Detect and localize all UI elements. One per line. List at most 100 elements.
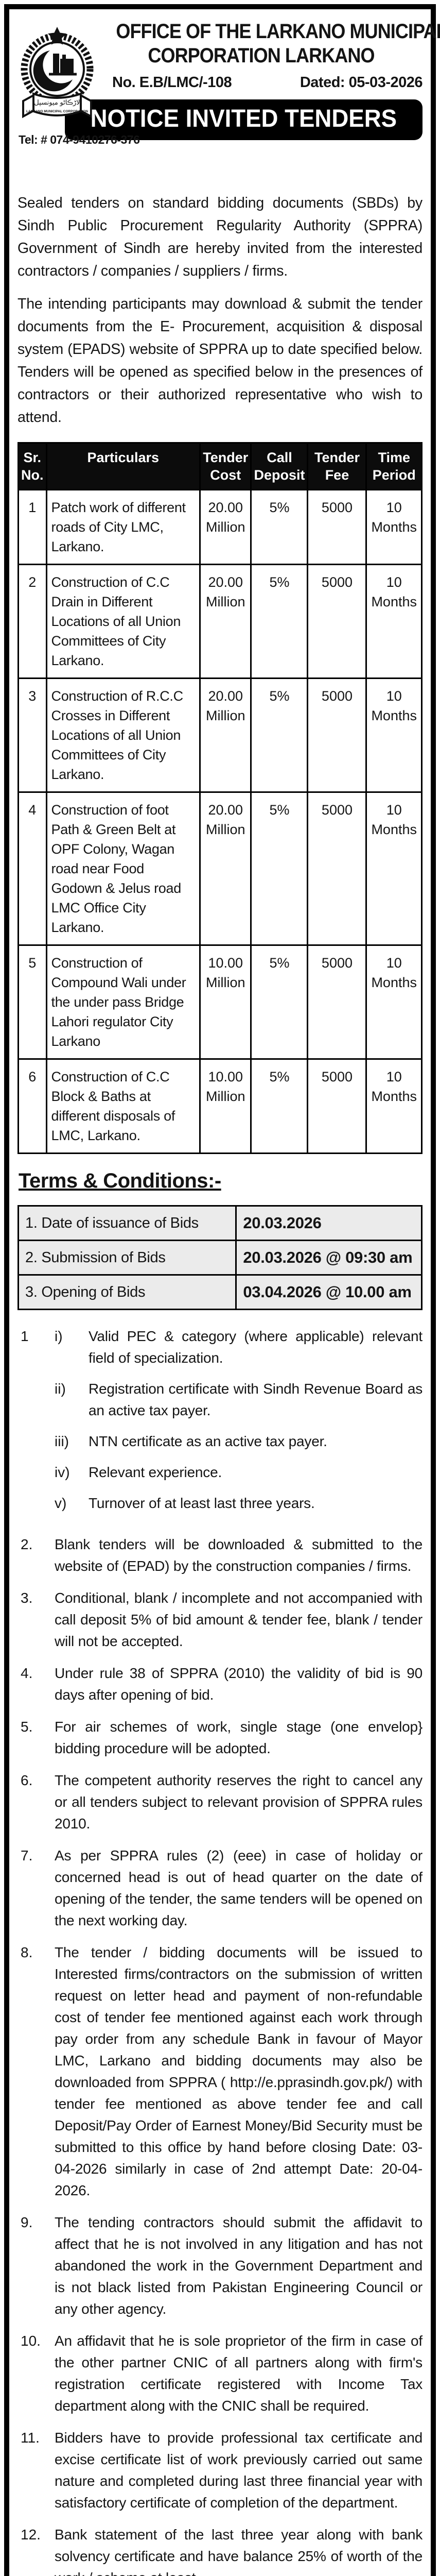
cell-call-deposit: 5% bbox=[250, 677, 309, 793]
cell-sr: 6 bbox=[17, 1058, 47, 1154]
cell-particulars: Construction of C.C Drain in Different L… bbox=[45, 564, 201, 679]
phone-number: Tel: # 074-9410276-376 bbox=[19, 133, 140, 146]
condition-number: 11. bbox=[21, 2430, 40, 2446]
cell-tender-fee: 5000 bbox=[307, 944, 367, 1060]
condition-text: Bank statement of the last three year al… bbox=[55, 2527, 423, 2576]
cell-sr: 5 bbox=[17, 944, 47, 1060]
cell-sr: 4 bbox=[17, 791, 47, 946]
condition-subitem: iii) NTN certificate as an active tax pa… bbox=[55, 1431, 423, 1452]
col-header-tender-cost: Tender Cost bbox=[199, 442, 252, 490]
schedule-value: 20.03.2026 bbox=[235, 1205, 423, 1241]
tender-table: Sr. No. Particulars Tender Cost Call Dep… bbox=[17, 442, 423, 1154]
condition-number: 7. bbox=[21, 1848, 33, 1863]
condition-number: 3. bbox=[21, 1590, 33, 1606]
col-header-particulars: Particulars bbox=[45, 442, 201, 490]
col-header-tender-fee: Tender Fee bbox=[307, 442, 367, 490]
condition-item: 11. Bidders have to provide professional… bbox=[17, 2427, 423, 2514]
col-header-sr-no: Sr. No. bbox=[17, 442, 47, 490]
cell-tender-cost: 20.00 Million bbox=[199, 791, 252, 946]
condition-number: 6. bbox=[21, 1772, 33, 1788]
logo-caption-text: LARKANO MUNICIPAL CORPORATION bbox=[26, 110, 88, 113]
subitem-text: Valid PEC & category (where applicable) … bbox=[89, 1328, 423, 1366]
cell-particulars: Construction of foot Path & Green Belt a… bbox=[45, 791, 201, 946]
intro-paragraph-1: Sealed tenders on standard bidding docum… bbox=[17, 195, 423, 279]
subitem-text: NTN certificate as an active tax payer. bbox=[89, 1433, 327, 1449]
cell-call-deposit: 5% bbox=[250, 489, 309, 565]
table-row: 3 Construction of R.C.C Crosses in Diffe… bbox=[17, 677, 423, 793]
bid-schedule-table: 1. Date of issuance of Bids 20.03.2026 2… bbox=[17, 1205, 423, 1310]
condition-text: Conditional, blank / incomplete and not … bbox=[55, 1590, 423, 1649]
cell-particulars: Construction of Compound Wali under the … bbox=[45, 944, 201, 1060]
cell-call-deposit: 5% bbox=[250, 1058, 309, 1154]
cell-particulars: Patch work of different roads of City LM… bbox=[45, 489, 201, 565]
condition-item: 12. Bank statement of the last three yea… bbox=[17, 2524, 423, 2576]
table-row: 4 Construction of foot Path & Green Belt… bbox=[17, 791, 423, 946]
masthead: OFFICE OF THE LARKANO MUNICIPAL CORPORAT… bbox=[100, 16, 440, 68]
condition-text: Under rule 38 of SPPRA (2010) the validi… bbox=[55, 1665, 423, 1703]
condition-number: 10. bbox=[21, 2333, 41, 2349]
condition-number: 8. bbox=[21, 1944, 33, 1960]
table-row: 1 Patch work of different roads of City … bbox=[17, 489, 423, 565]
condition-text: As per SPPRA rules (2) (eee) in case of … bbox=[55, 1848, 423, 1928]
cell-tender-fee: 5000 bbox=[307, 489, 367, 565]
notice-title: NOTICE INVITED TENDERS bbox=[90, 105, 397, 132]
col-header-call-deposit: Call Deposit bbox=[250, 442, 309, 490]
cell-tender-fee: 5000 bbox=[307, 564, 367, 679]
table-row: 6 Construction of C.C Block & Baths at d… bbox=[17, 1058, 423, 1154]
condition-text: An affidavit that he is sole proprietor … bbox=[55, 2333, 423, 2414]
condition-item: 8. The tender / bidding documents will b… bbox=[17, 1942, 423, 2201]
condition-item: 2. Blank tenders will be downloaded & su… bbox=[17, 1534, 423, 1577]
subitem-number: ii) bbox=[55, 1381, 66, 1397]
reference-row: No. E.B/LMC/-108 Dated: 05-03-2026 bbox=[100, 74, 423, 91]
condition-subitem: v) Turnover of at least last three years… bbox=[55, 1493, 423, 1514]
condition-subitem: iv) Relevant experience. bbox=[55, 1462, 423, 1483]
schedule-label: 1. Date of issuance of Bids bbox=[17, 1205, 237, 1241]
cell-sr: 1 bbox=[17, 489, 47, 565]
subitem-text: Relevant experience. bbox=[89, 1464, 222, 1480]
schedule-label: 3. Opening of Bids bbox=[17, 1274, 237, 1310]
condition-number: 12. bbox=[21, 2527, 41, 2543]
schedule-value: 20.03.2026 @ 09:30 am bbox=[235, 1240, 423, 1276]
condition-text: The tending contractors should submit th… bbox=[55, 2214, 423, 2317]
subitem-number: v) bbox=[55, 1495, 67, 1511]
col-header-time-period: Time Period bbox=[365, 442, 423, 490]
condition-text: Bidders have to provide professional tax… bbox=[55, 2430, 423, 2511]
subitem-number: iii) bbox=[55, 1433, 69, 1449]
cell-tender-cost: 20.00 Million bbox=[199, 489, 252, 565]
condition-subitem: ii) Registration certificate with Sindh … bbox=[55, 1378, 423, 1421]
cell-time-period: 10 Months bbox=[365, 564, 423, 679]
cell-tender-fee: 5000 bbox=[307, 677, 367, 793]
tender-table-header-row: Sr. No. Particulars Tender Cost Call Dep… bbox=[17, 442, 423, 490]
cell-call-deposit: 5% bbox=[250, 564, 309, 679]
condition-text: Blank tenders will be downloaded & submi… bbox=[55, 1536, 423, 1574]
notice-frame: لاڑڪاڻو ميونسپل LARKANO MUNICIPAL CORPOR… bbox=[4, 4, 440, 2576]
condition-item: 5. For air schemes of work, single stage… bbox=[17, 1716, 423, 1759]
schedule-value: 03.04.2026 @ 10.00 am bbox=[235, 1274, 423, 1310]
condition-number: 5. bbox=[21, 1719, 33, 1735]
cell-particulars: Construction of R.C.C Crosses in Differe… bbox=[45, 677, 201, 793]
reference-number: No. E.B/LMC/-108 bbox=[112, 74, 232, 91]
cell-tender-cost: 10.00 Million bbox=[199, 944, 252, 1060]
cell-tender-cost: 10.00 Million bbox=[199, 1058, 252, 1154]
cell-tender-fee: 5000 bbox=[307, 1058, 367, 1154]
condition-item: 9. The tending contractors should submit… bbox=[17, 2212, 423, 2320]
condition-number: 2. bbox=[21, 1536, 33, 1552]
table-row: 5 Construction of Compound Wali under th… bbox=[17, 944, 423, 1060]
condition-number: 1 bbox=[21, 1328, 29, 1344]
subitem-text: Turnover of at least last three years. bbox=[89, 1495, 315, 1511]
cell-sr: 3 bbox=[17, 677, 47, 793]
cell-time-period: 10 Months bbox=[365, 489, 423, 565]
condition-item: 7. As per SPPRA rules (2) (eee) in case … bbox=[17, 1845, 423, 1931]
condition-item: 10. An affidavit that he is sole proprie… bbox=[17, 2330, 423, 2417]
cell-time-period: 10 Months bbox=[365, 944, 423, 1060]
cell-time-period: 10 Months bbox=[365, 1058, 423, 1154]
subitem-number: i) bbox=[55, 1328, 63, 1344]
subitem-number: iv) bbox=[55, 1464, 70, 1480]
table-row: 2. Submission of Bids 20.03.2026 @ 09:30… bbox=[17, 1240, 423, 1276]
cell-tender-cost: 20.00 Million bbox=[199, 677, 252, 793]
org-name-line1: OFFICE OF THE LARKANO MUNICIPAL bbox=[116, 20, 440, 43]
cell-call-deposit: 5% bbox=[250, 944, 309, 1060]
table-row: 1. Date of issuance of Bids 20.03.2026 bbox=[17, 1205, 423, 1241]
municipal-seal-icon: لاڑڪاڻو ميونسپل LARKANO MUNICIPAL CORPOR… bbox=[21, 27, 94, 118]
